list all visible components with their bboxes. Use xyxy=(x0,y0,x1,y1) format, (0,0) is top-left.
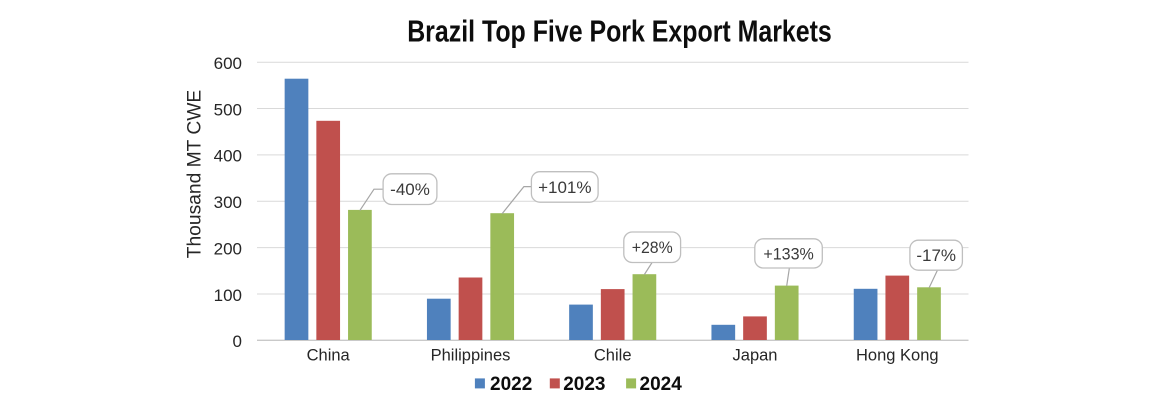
svg-text:200: 200 xyxy=(214,239,242,258)
svg-text:500: 500 xyxy=(214,100,242,119)
svg-text:400: 400 xyxy=(214,147,242,166)
svg-text:300: 300 xyxy=(214,193,242,212)
svg-text:100: 100 xyxy=(214,286,242,305)
svg-text:Chile: Chile xyxy=(594,347,632,365)
svg-text:+133%: +133% xyxy=(763,244,814,263)
svg-text:0: 0 xyxy=(233,332,242,351)
svg-text:Hong Kong: Hong Kong xyxy=(856,347,939,365)
svg-text:Brazil Top Five Pork Export Ma: Brazil Top Five Pork Export Markets xyxy=(407,14,832,49)
svg-text:2022: 2022 xyxy=(490,374,532,395)
svg-text:-17%: -17% xyxy=(916,246,956,265)
svg-text:2024: 2024 xyxy=(640,374,683,395)
svg-text:+101%: +101% xyxy=(538,178,591,197)
svg-text:+28%: +28% xyxy=(632,238,673,257)
svg-text:-40%: -40% xyxy=(390,180,430,199)
svg-text:600: 600 xyxy=(214,54,242,73)
svg-text:Thousand MT CWE: Thousand MT CWE xyxy=(185,90,206,258)
svg-text:Japan: Japan xyxy=(733,347,778,365)
svg-text:China: China xyxy=(307,347,351,365)
svg-text:Philippines: Philippines xyxy=(431,347,511,365)
svg-text:2023: 2023 xyxy=(563,374,605,395)
